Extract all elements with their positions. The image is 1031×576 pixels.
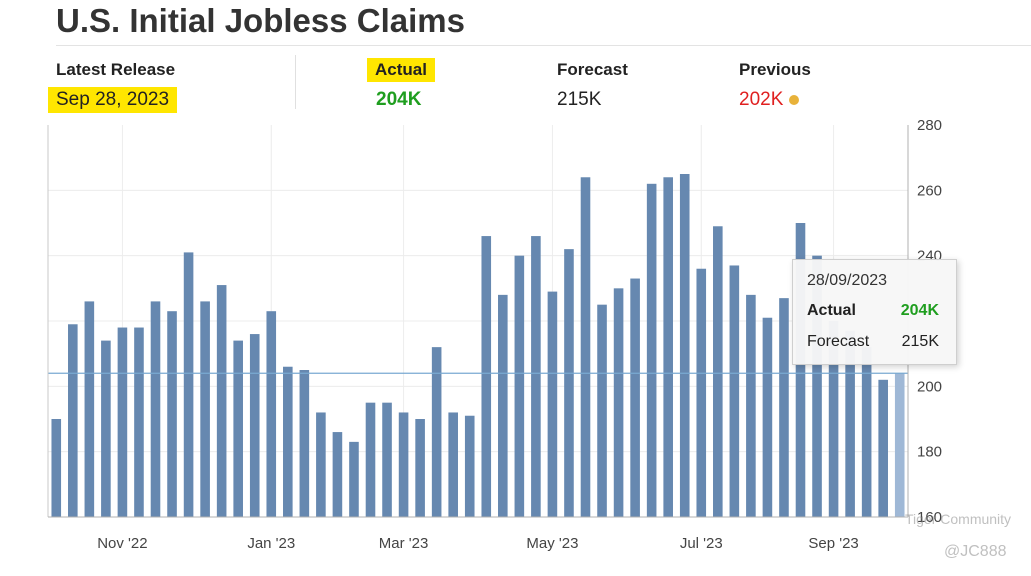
- bar[interactable]: [283, 366, 293, 517]
- bar[interactable]: [861, 347, 872, 517]
- bar[interactable]: [531, 236, 541, 518]
- bar[interactable]: [101, 340, 111, 517]
- previous-block: Previous 202K: [739, 58, 811, 113]
- bar[interactable]: [349, 441, 359, 517]
- watermark-community: Tiger Community: [905, 511, 1012, 527]
- bar[interactable]: [299, 370, 310, 517]
- bar[interactable]: [167, 311, 177, 517]
- bar[interactable]: [696, 268, 707, 517]
- bar[interactable]: [448, 412, 458, 517]
- y-tick-label: 280: [917, 117, 942, 134]
- watermark-handle: @JC888: [944, 543, 1007, 560]
- bar[interactable]: [845, 330, 855, 517]
- forecast-label: Forecast: [557, 60, 628, 79]
- bar[interactable]: [216, 285, 227, 517]
- bar[interactable]: [382, 402, 392, 517]
- metric-separator: [295, 55, 296, 109]
- bar[interactable]: [266, 311, 277, 517]
- bar[interactable]: [762, 317, 773, 517]
- bar[interactable]: [564, 249, 574, 517]
- bar[interactable]: [134, 327, 144, 517]
- y-tick-label: 160: [917, 509, 942, 526]
- bar[interactable]: [84, 301, 95, 517]
- bar[interactable]: [316, 412, 326, 517]
- previous-label: Previous: [739, 60, 811, 79]
- y-tick-label: 200: [917, 378, 942, 395]
- x-tick-label: May '23: [526, 535, 578, 552]
- y-tick-label: 180: [917, 444, 942, 461]
- bar[interactable]: [68, 324, 78, 517]
- bar[interactable]: [498, 294, 508, 517]
- bar[interactable]: [249, 334, 260, 517]
- bar[interactable]: [894, 373, 905, 517]
- bar[interactable]: [183, 252, 194, 517]
- bar[interactable]: [398, 412, 409, 517]
- tooltip-forecast-label: Forecast: [807, 333, 870, 350]
- bar[interactable]: [878, 379, 888, 517]
- x-tick-label: Mar '23: [379, 535, 429, 552]
- page-title: U.S. Initial Jobless Claims: [56, 2, 465, 39]
- actual-value: 204K: [376, 89, 422, 110]
- previous-indicator-dot: [789, 94, 800, 105]
- chart-tooltip: 28/09/2023 Actual 204K Forecast 215K: [792, 259, 957, 365]
- bar[interactable]: [646, 183, 657, 518]
- x-tick-label: Jan '23: [247, 535, 295, 552]
- latest-release-date: Sep 28, 2023: [48, 87, 178, 113]
- tooltip-actual-row: Actual 204K: [807, 302, 939, 320]
- bar[interactable]: [464, 415, 475, 517]
- tooltip-date: 28/09/2023: [807, 272, 888, 289]
- bar[interactable]: [597, 304, 607, 517]
- bar[interactable]: [713, 226, 723, 517]
- bar[interactable]: [117, 327, 128, 517]
- bar[interactable]: [514, 255, 525, 517]
- bar[interactable]: [431, 347, 442, 517]
- latest-release-label: Latest Release: [56, 60, 176, 79]
- x-tick-label: Sep '23: [808, 535, 858, 552]
- chart-bars: [51, 174, 905, 518]
- forecast-value: 215K: [557, 89, 602, 110]
- bar[interactable]: [795, 223, 806, 517]
- bar[interactable]: [365, 402, 376, 517]
- bar[interactable]: [200, 301, 210, 517]
- chart-grid: [48, 125, 908, 517]
- tooltip-actual-value: 204K: [900, 302, 939, 319]
- actual-block: Actual 204K: [367, 58, 435, 113]
- bar[interactable]: [580, 177, 591, 517]
- bar[interactable]: [332, 432, 343, 517]
- y-tick-label: 260: [917, 182, 942, 199]
- bar[interactable]: [547, 291, 558, 517]
- actual-label: Actual: [367, 58, 435, 82]
- previous-value-text: 202K: [739, 89, 784, 110]
- bar[interactable]: [630, 278, 640, 517]
- forecast-block: Forecast 215K: [557, 58, 628, 113]
- bar[interactable]: [812, 255, 822, 517]
- x-tick-label: Nov '22: [97, 535, 147, 552]
- previous-value: 202K: [739, 87, 800, 113]
- bar[interactable]: [679, 174, 690, 517]
- bar[interactable]: [663, 177, 673, 517]
- latest-release-block: Latest Release Sep 28, 2023: [48, 58, 178, 113]
- bar[interactable]: [729, 265, 740, 517]
- bar[interactable]: [150, 301, 161, 517]
- bar[interactable]: [51, 419, 62, 517]
- bar[interactable]: [233, 340, 243, 517]
- x-tick-labels: Nov '22 Jan '23 Mar '23 May '23 Jul '23 Sep '…: [97, 535, 859, 552]
- tooltip-forecast-value: 215K: [901, 333, 939, 350]
- bar[interactable]: [613, 288, 624, 517]
- tooltip-forecast-row: Forecast 215K: [807, 333, 939, 351]
- tooltip-actual-label: Actual: [807, 302, 856, 319]
- bar[interactable]: [746, 294, 756, 517]
- bar[interactable]: [481, 236, 492, 518]
- bar[interactable]: [779, 298, 789, 517]
- bar[interactable]: [415, 419, 425, 517]
- header-divider: [56, 45, 1031, 46]
- bar[interactable]: [828, 321, 839, 517]
- x-tick-label: Jul '23: [680, 535, 723, 552]
